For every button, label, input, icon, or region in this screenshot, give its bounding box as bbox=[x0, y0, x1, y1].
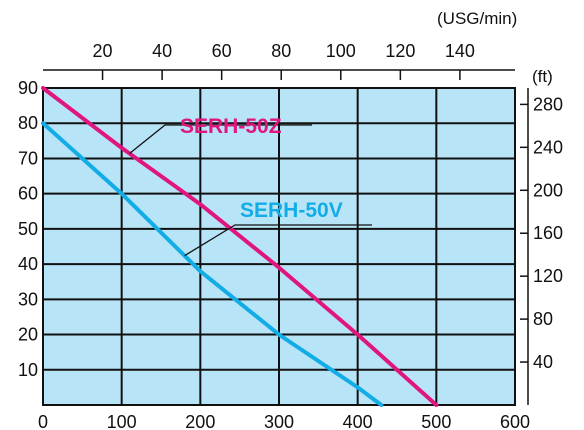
y-tick-label: 80 bbox=[18, 113, 38, 133]
right-axis-tick-label: 280 bbox=[533, 94, 563, 114]
x-tick-label: 400 bbox=[343, 412, 373, 430]
tick-labels: 0 100 200 300 400 500 600 10 20 30 40 50 60 70 80 90 20 4… bbox=[18, 41, 563, 430]
x-tick-label: 0 bbox=[38, 412, 48, 430]
y-tick-label: 30 bbox=[18, 289, 38, 309]
tick-marks bbox=[43, 69, 529, 405]
y-tick-label: 20 bbox=[18, 325, 38, 345]
top-axis-tick-label: 60 bbox=[212, 41, 232, 61]
series-leader-line-1 bbox=[184, 224, 372, 257]
series-label-0: SERH-50Z bbox=[180, 115, 282, 138]
series-leader-line-0 bbox=[129, 124, 312, 155]
top-axis-tick-label: 100 bbox=[326, 41, 356, 61]
top-axis-tick-label: 140 bbox=[445, 41, 475, 61]
y-tick-label: 40 bbox=[18, 254, 38, 274]
right-axis-unit: (ft) bbox=[532, 67, 553, 86]
y-tick-label: 60 bbox=[18, 184, 38, 204]
top-axis-unit: (USG/min) bbox=[437, 9, 517, 28]
x-tick-label: 500 bbox=[421, 412, 451, 430]
y-tick-label: 10 bbox=[18, 360, 38, 380]
annotations: SERH-50Z SERH-50V bbox=[129, 115, 372, 257]
right-axis-tick-label: 40 bbox=[533, 352, 553, 372]
x-tick-label: 200 bbox=[185, 412, 215, 430]
top-axis-tick-label: 40 bbox=[152, 41, 172, 61]
series-label-1: SERH-50V bbox=[240, 199, 343, 222]
right-axis-tick-label: 80 bbox=[533, 309, 553, 329]
top-axis-tick-label: 20 bbox=[93, 41, 113, 61]
y-tick-label: 90 bbox=[18, 78, 38, 98]
right-axis-tick-label: 120 bbox=[533, 266, 563, 286]
curves bbox=[41, 86, 439, 407]
top-axis-tick-label: 80 bbox=[271, 41, 291, 61]
right-axis-tick-label: 160 bbox=[533, 223, 563, 243]
series-line-0 bbox=[41, 86, 439, 407]
y-tick-label: 70 bbox=[18, 148, 38, 168]
top-axis-tick-label: 120 bbox=[385, 41, 415, 61]
y-tick-label: 50 bbox=[18, 219, 38, 239]
right-axis-tick-label: 240 bbox=[533, 137, 563, 157]
right-axis-tick-label: 200 bbox=[533, 180, 563, 200]
x-tick-label: 300 bbox=[264, 412, 294, 430]
x-tick-label: 100 bbox=[107, 412, 137, 430]
plot-frame bbox=[42, 87, 516, 406]
series-line-1 bbox=[41, 121, 384, 407]
x-tick-label: 600 bbox=[500, 412, 530, 430]
